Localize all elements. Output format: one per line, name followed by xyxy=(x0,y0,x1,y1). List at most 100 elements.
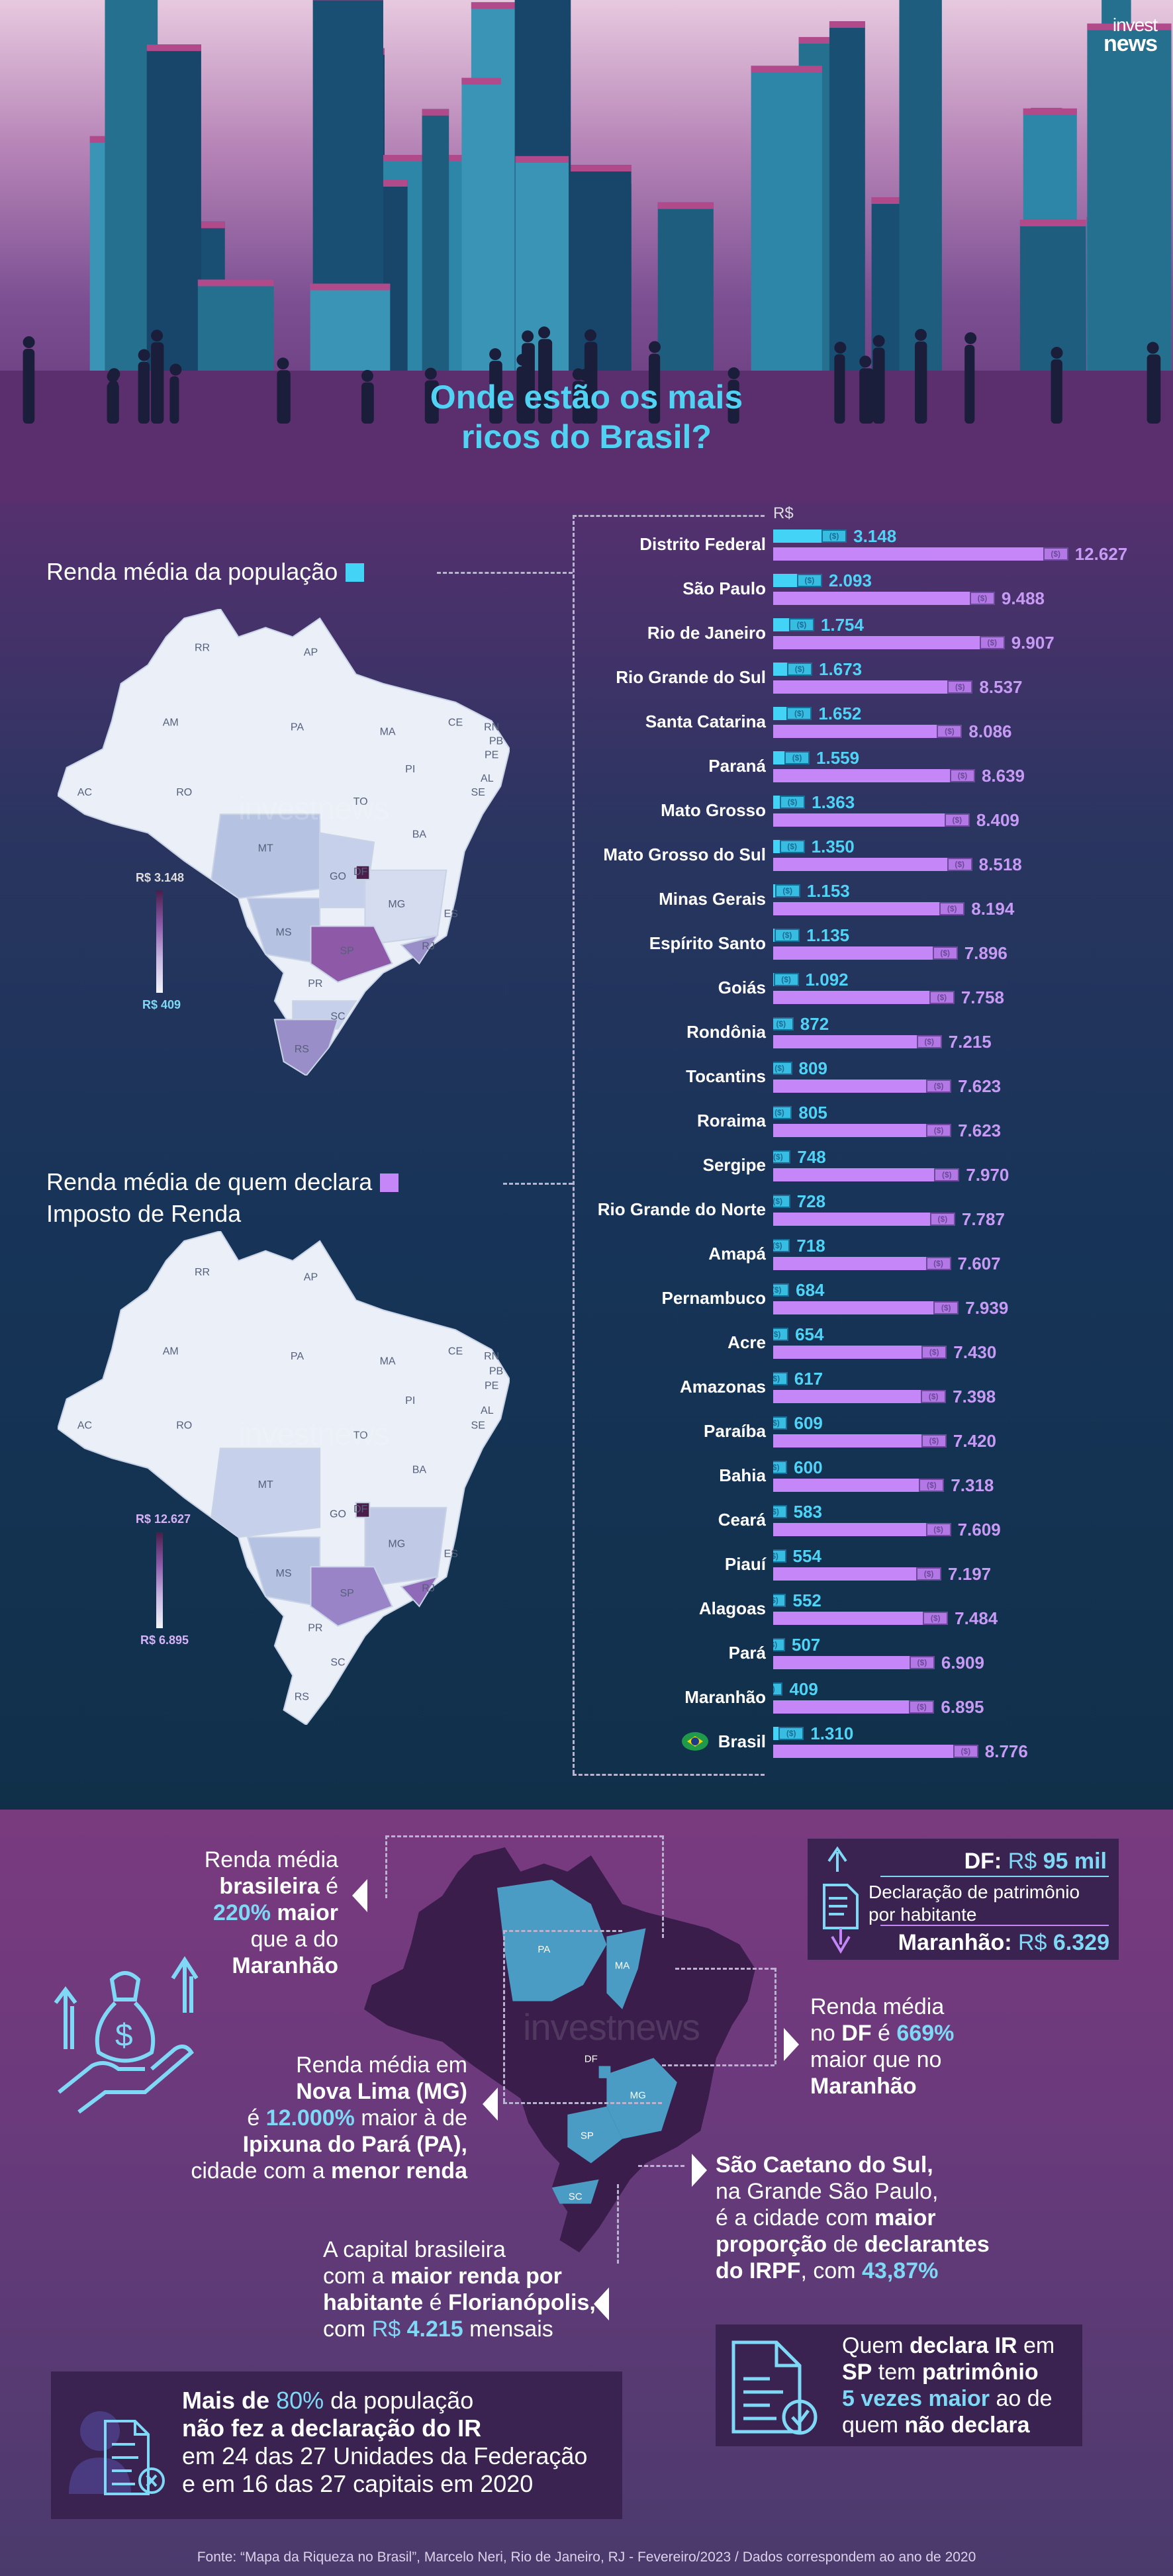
logo-text: invest xyxy=(1112,15,1158,35)
category-label: Alagoas xyxy=(698,1598,766,1618)
person-head xyxy=(964,332,977,344)
text-segment: DF xyxy=(841,2021,872,2046)
brazil-map-ir-income: RR AP AM PA MA CE RN PB PE AL SE PI TO BA AC RO MT GO DF MG… xyxy=(58,1231,510,1725)
state-label: RS xyxy=(295,1044,309,1055)
bar-population: ($) xyxy=(773,1727,804,1740)
text-line: Renda média xyxy=(205,1847,338,1873)
source-footer: Fonte: “Mapa da Riqueza no Brasil”, Marc… xyxy=(197,2550,976,2565)
money-bill-icon: ($) xyxy=(926,1124,952,1137)
person-head xyxy=(424,367,437,380)
money-bill-icon: ($) xyxy=(774,929,800,942)
value-label: 1.673 xyxy=(819,659,863,679)
person-silhouette xyxy=(489,361,502,424)
building-roof xyxy=(1023,108,1077,115)
money-bill-icon: ($) xyxy=(916,1035,942,1048)
bar-population: ($) xyxy=(773,1195,790,1208)
value-label: 654 xyxy=(795,1324,824,1344)
text-segment: não fez a declaração do IR xyxy=(182,2415,482,2442)
value-label: 805 xyxy=(798,1103,827,1123)
state-label: SC xyxy=(569,2191,583,2202)
value-label: 1.652 xyxy=(818,704,862,723)
category-label: Acre xyxy=(727,1332,766,1352)
building-roof xyxy=(1019,219,1086,226)
text-line: cidade com a menor renda xyxy=(191,2158,467,2184)
text-segment: 4.215 xyxy=(406,2317,463,2342)
state-region-mt xyxy=(211,1448,321,1538)
category-label: Pará xyxy=(728,1643,766,1663)
person-head xyxy=(169,363,182,376)
money-bill-icon: ($) xyxy=(773,1283,790,1297)
state-label: AL xyxy=(481,773,494,784)
value-label: 1.363 xyxy=(812,792,855,812)
value-label: 8.537 xyxy=(979,677,1023,697)
text-segment: que a do xyxy=(250,1927,338,1952)
state-label: RN xyxy=(484,721,499,733)
population-income-title: Renda média da população xyxy=(46,556,365,588)
text-segment: Florianópolis, xyxy=(447,2290,596,2315)
text-segment: São Caetano do Sul, xyxy=(716,2152,933,2178)
legend-square-purple xyxy=(380,1173,399,1192)
building xyxy=(197,279,274,371)
bar-ir-declarant: ($) xyxy=(773,1213,955,1226)
category-label: Sergipe xyxy=(702,1155,766,1175)
building-roof xyxy=(471,2,534,9)
bar-ir-declarant: ($) xyxy=(773,1745,978,1758)
text-line: Renda média xyxy=(810,1994,954,2020)
legend-square-cyan xyxy=(346,563,365,582)
description-line: Declaração de patrimônio xyxy=(868,1882,1080,1902)
text-segment: maior à de xyxy=(354,2105,467,2131)
text-line: Ipixuna do Pará (PA), xyxy=(191,2131,467,2158)
category-label: Amapá xyxy=(708,1244,766,1264)
text-line: Renda média em xyxy=(191,2052,467,2078)
bar-ir-declarant: ($) xyxy=(773,991,955,1004)
text-segment: 669% xyxy=(896,2021,955,2046)
state-label: ES xyxy=(444,1548,458,1559)
bar-population: ($) xyxy=(773,663,813,676)
value-label: 728 xyxy=(796,1191,826,1211)
state-label: GO xyxy=(330,871,346,882)
text-line: São Caetano do Sul, xyxy=(716,2152,990,2178)
state-label: PA xyxy=(291,721,304,733)
value-label: 9.907 xyxy=(1011,633,1055,653)
chart-frame-line xyxy=(573,1774,765,1776)
category-label: Pernambuco xyxy=(661,1288,767,1308)
text-segment: é xyxy=(247,2105,266,2131)
bar-population: ($) xyxy=(773,529,847,543)
legend-max-label: R$ 3.148 xyxy=(136,871,185,884)
category-label: Tocantins xyxy=(686,1066,766,1086)
state-label: BA xyxy=(412,829,427,840)
money-bill-icon: ($) xyxy=(788,618,814,631)
value-label: 7.398 xyxy=(953,1387,996,1406)
person-silhouette xyxy=(361,382,374,424)
header-illustration: invest news Onde estão os mais ricos do … xyxy=(0,0,1173,503)
value-label: 552 xyxy=(792,1590,821,1610)
person-head xyxy=(108,368,120,381)
legend-min-label: R$ 6.895 xyxy=(140,1633,189,1647)
sao-caetano-callout: São Caetano do Sul, na Grande São Paulo, é… xyxy=(716,2152,990,2284)
value-label: 748 xyxy=(797,1147,826,1167)
bar-population: ($) xyxy=(773,1062,792,1075)
value-label: 8.776 xyxy=(984,1741,1028,1761)
state-label: BA xyxy=(412,1465,427,1476)
df-maranhao-wealth-box: DF: R$ 95 mil Declaração de patrimônio p… xyxy=(808,1839,1119,1960)
money-bill-icon: ($) xyxy=(947,680,973,694)
building xyxy=(1087,23,1172,371)
text-segment: Quem xyxy=(842,2333,910,2358)
person-silhouette xyxy=(138,361,150,424)
text-segment: na Grande São Paulo, xyxy=(716,2179,939,2204)
money-bill-icon: ($) xyxy=(932,946,958,960)
city-skyline-illustration xyxy=(0,0,1173,503)
state-label: RO xyxy=(176,1420,192,1431)
building-roof xyxy=(798,36,850,44)
bar-population: ($) xyxy=(773,929,800,942)
building xyxy=(461,77,501,371)
text-segment: tem xyxy=(872,2360,922,2385)
person-silhouette xyxy=(915,341,927,424)
bar-population: ($) xyxy=(773,1106,792,1119)
state-label: DF xyxy=(585,2053,598,2064)
text-line: 5 vezes maior ao de xyxy=(842,2385,1055,2412)
text-segment: é xyxy=(871,2021,897,2046)
category-label: Rio Grande do Norte xyxy=(597,1199,766,1219)
person-head xyxy=(572,368,585,381)
value-label: 1.153 xyxy=(806,881,850,901)
